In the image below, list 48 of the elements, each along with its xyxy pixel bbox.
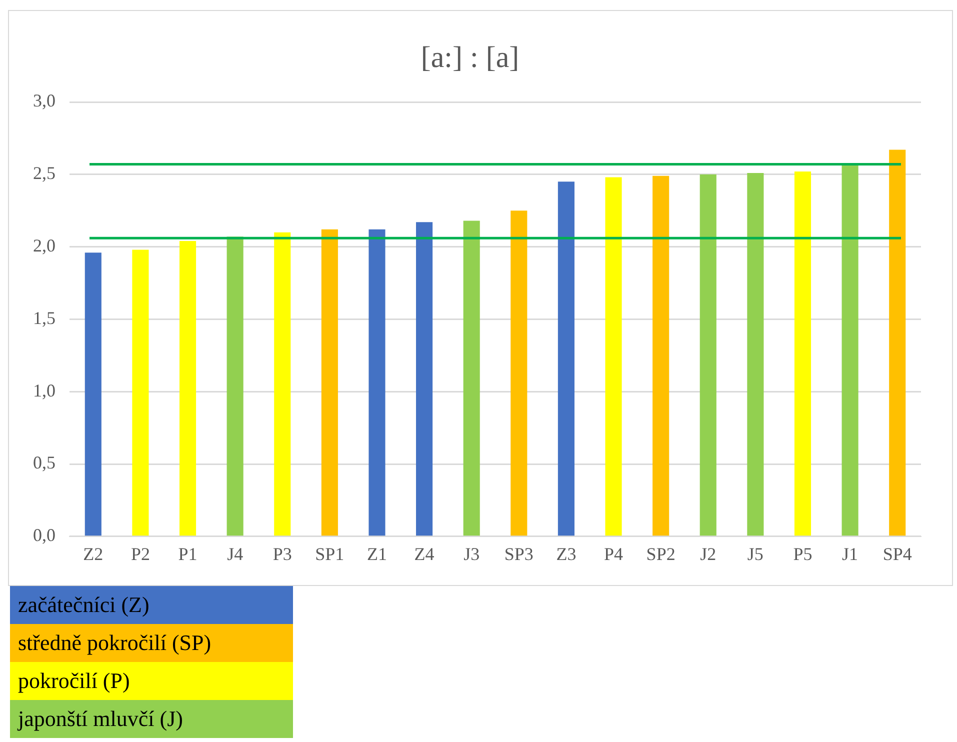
x-tick-label: Z2 bbox=[83, 544, 104, 564]
bar bbox=[179, 241, 196, 536]
bar bbox=[321, 229, 338, 536]
x-tick-label: J1 bbox=[842, 544, 858, 564]
chart-title: [a:] : [a] bbox=[420, 40, 520, 74]
bar bbox=[510, 210, 528, 536]
y-tick-label: 1,5 bbox=[33, 308, 56, 328]
x-tick-label: SP4 bbox=[882, 544, 912, 564]
bar bbox=[274, 232, 291, 536]
text: pokročilí (P) bbox=[10, 662, 293, 700]
x-tick-label: SP1 bbox=[315, 544, 344, 564]
y-tick-label: 2,5 bbox=[33, 163, 56, 184]
text: začátečníci (Z) bbox=[10, 586, 293, 624]
bar bbox=[226, 236, 244, 536]
x-tick-label: P5 bbox=[793, 544, 812, 564]
y-tick-label: 1,0 bbox=[33, 380, 56, 400]
y-tick-label: 3,0 bbox=[33, 90, 56, 111]
x-tick-label: P3 bbox=[272, 544, 292, 564]
y-tick-label: 2,0 bbox=[33, 236, 56, 256]
bar bbox=[794, 172, 812, 536]
x-tick-label: J5 bbox=[747, 544, 764, 564]
bar bbox=[416, 222, 433, 536]
bar bbox=[652, 176, 670, 536]
bar bbox=[842, 164, 858, 536]
x-tick-label: P1 bbox=[178, 544, 198, 564]
bar bbox=[84, 252, 102, 536]
bar bbox=[700, 174, 716, 536]
x-tick-label: J3 bbox=[464, 544, 480, 564]
x-tick-label: J2 bbox=[700, 544, 716, 564]
bar bbox=[463, 220, 480, 536]
bar bbox=[889, 150, 906, 536]
bar bbox=[605, 177, 622, 536]
x-tick-label: J4 bbox=[227, 544, 244, 564]
x-tick-label: P2 bbox=[130, 544, 150, 564]
text: středně pokročilí (SP) bbox=[10, 624, 293, 662]
x-tick-label: Z4 bbox=[414, 544, 434, 564]
y-tick-label: 0,5 bbox=[33, 452, 56, 473]
bar bbox=[132, 250, 149, 536]
bar bbox=[558, 182, 574, 536]
x-tick-label: SP2 bbox=[646, 544, 676, 564]
bar bbox=[747, 172, 764, 536]
x-tick-label: P4 bbox=[604, 544, 624, 564]
x-tick-label: Z3 bbox=[556, 544, 576, 564]
y-tick-label: 0,0 bbox=[33, 525, 56, 546]
text: japonští mluvčí (J) bbox=[10, 700, 293, 738]
x-tick-label: Z1 bbox=[366, 544, 387, 564]
x-tick-label: SP3 bbox=[504, 544, 534, 564]
bar bbox=[368, 229, 386, 536]
